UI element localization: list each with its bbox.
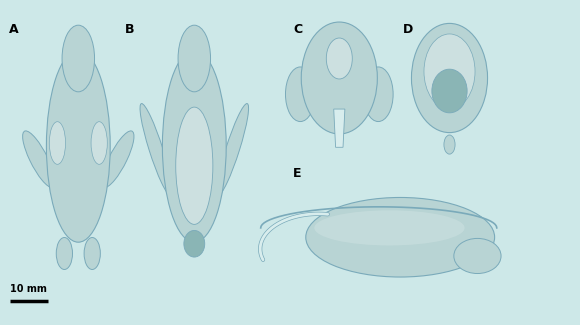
Ellipse shape bbox=[176, 107, 213, 224]
Ellipse shape bbox=[444, 135, 455, 154]
Ellipse shape bbox=[178, 25, 211, 92]
Ellipse shape bbox=[424, 34, 475, 109]
Ellipse shape bbox=[49, 122, 66, 164]
Ellipse shape bbox=[285, 67, 315, 122]
Ellipse shape bbox=[301, 22, 378, 134]
Ellipse shape bbox=[184, 230, 205, 257]
Ellipse shape bbox=[102, 131, 134, 188]
Text: D: D bbox=[403, 23, 414, 36]
Ellipse shape bbox=[46, 50, 110, 242]
Ellipse shape bbox=[56, 238, 72, 269]
Ellipse shape bbox=[306, 198, 495, 277]
Ellipse shape bbox=[411, 23, 488, 133]
Text: A: A bbox=[9, 23, 19, 36]
Ellipse shape bbox=[364, 67, 393, 122]
Ellipse shape bbox=[62, 25, 95, 92]
Ellipse shape bbox=[454, 239, 501, 274]
Text: B: B bbox=[125, 23, 134, 36]
Polygon shape bbox=[334, 109, 345, 147]
Ellipse shape bbox=[327, 38, 352, 79]
Ellipse shape bbox=[84, 238, 100, 269]
Ellipse shape bbox=[216, 104, 249, 195]
Ellipse shape bbox=[23, 131, 55, 188]
Ellipse shape bbox=[140, 104, 172, 195]
Ellipse shape bbox=[91, 122, 107, 164]
Ellipse shape bbox=[314, 210, 465, 245]
Ellipse shape bbox=[162, 50, 226, 242]
Ellipse shape bbox=[432, 69, 467, 113]
Text: 10 mm: 10 mm bbox=[10, 284, 48, 294]
Text: E: E bbox=[293, 167, 302, 180]
Text: C: C bbox=[293, 23, 302, 36]
